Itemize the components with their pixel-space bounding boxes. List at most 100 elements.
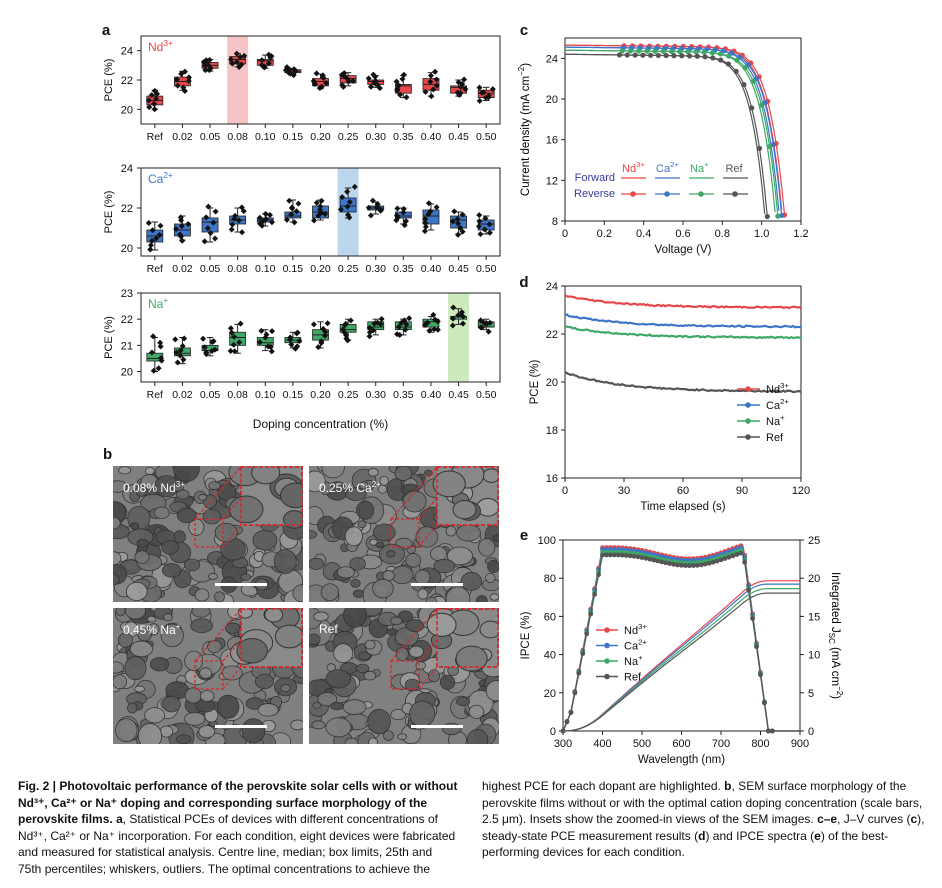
data-point <box>370 71 377 78</box>
ipce-na <box>562 549 800 732</box>
jv-marker <box>764 213 770 220</box>
data-point <box>427 72 434 79</box>
ipce-marker <box>679 562 684 568</box>
data-point <box>177 214 184 221</box>
ipce-marker <box>588 606 594 612</box>
ipce-marker <box>671 561 676 567</box>
ipce-marker <box>604 547 609 552</box>
ipce-marker <box>663 560 669 566</box>
data-point <box>321 332 328 339</box>
ipce-marker <box>611 549 617 555</box>
caption-r1: highest PCE for each dopant are highligh… <box>482 779 725 793</box>
jv-marker <box>620 45 626 51</box>
grain <box>118 466 132 475</box>
x-tick-label: 0.10 <box>255 389 276 401</box>
grain <box>333 643 354 664</box>
jv-marker <box>739 52 745 58</box>
grain <box>358 651 371 661</box>
ipce-marker <box>722 556 728 561</box>
data-point <box>265 60 272 67</box>
ipce-marker <box>572 690 578 696</box>
optimal-highlight <box>227 36 249 124</box>
data-point <box>227 325 234 332</box>
sem-image-3: 0.45% Na+ <box>113 608 303 744</box>
grain <box>184 687 203 704</box>
x-tick-label: 0.35 <box>393 389 414 401</box>
jv-marker <box>733 68 739 74</box>
caption-r5: ) and IPCE spectra ( <box>705 828 815 843</box>
ipce-marker <box>766 728 771 734</box>
data-point <box>455 79 462 86</box>
grain <box>409 700 436 727</box>
ipce-marker <box>718 557 724 563</box>
sem-texture <box>113 608 303 744</box>
inset-grain <box>426 612 457 637</box>
jv-marker <box>660 48 666 54</box>
jv-marker <box>745 62 751 68</box>
data-point <box>402 326 409 333</box>
scale-bar <box>411 583 463 586</box>
data-point <box>235 217 242 224</box>
grain <box>184 650 204 671</box>
data-point <box>174 359 181 366</box>
ipce-marker <box>572 689 578 695</box>
x-tick-label: Ref <box>147 131 163 143</box>
grain <box>343 608 368 628</box>
jv-marker <box>652 48 658 54</box>
grain <box>113 573 120 586</box>
ipce-marker <box>683 563 688 569</box>
sem-label-text: 0.08% Nd <box>123 481 176 495</box>
data-point <box>323 80 330 87</box>
data-point <box>230 341 237 348</box>
data-point <box>206 57 213 64</box>
grain <box>485 680 499 702</box>
ipce-marker <box>762 699 767 705</box>
data-point <box>173 349 180 356</box>
x-tick-label: 0.08 <box>227 263 248 275</box>
grain <box>330 701 344 711</box>
e-legend-label-ion: Ca <box>624 641 639 653</box>
ipce-marker <box>734 544 740 550</box>
inset-grain <box>482 468 499 483</box>
jv-marker <box>725 61 731 67</box>
data-point <box>428 93 435 100</box>
e-y-tick-label: 0 <box>550 726 556 738</box>
e-legend-label: Ca2+ <box>624 638 647 653</box>
ipce-marker <box>750 616 755 621</box>
legend-ion-label-charge: + <box>704 160 709 169</box>
sem-texture <box>113 466 303 602</box>
zoom-region <box>194 660 224 690</box>
legend-ion-label-ion: Na <box>690 163 705 175</box>
jv-marker <box>762 100 768 106</box>
grain <box>245 697 264 710</box>
jv-marker <box>756 74 762 80</box>
data-point <box>485 328 492 335</box>
grain <box>113 661 125 674</box>
jv-marker <box>671 53 677 59</box>
data-point <box>181 68 188 75</box>
ipce-marker <box>580 649 586 655</box>
data-point <box>482 215 489 222</box>
e-y2-tick-label: 25 <box>808 535 820 547</box>
ipce-marker <box>769 728 775 734</box>
y-tick-label: 24 <box>121 163 133 175</box>
data-point <box>179 343 186 350</box>
ipce-marker <box>742 557 748 563</box>
ipce-marker <box>655 551 661 557</box>
grain <box>375 541 385 548</box>
data-point <box>459 228 466 235</box>
c-y-tick-label: 20 <box>546 94 558 106</box>
data-point <box>346 199 353 206</box>
data-point <box>177 347 184 354</box>
grain <box>427 669 441 683</box>
data-point <box>179 237 186 244</box>
steady-state-na <box>564 325 802 340</box>
ipce-marker <box>647 551 653 557</box>
data-point <box>158 355 165 362</box>
jv-marker <box>677 48 683 55</box>
scale-bar <box>411 725 463 728</box>
data-point <box>145 220 152 227</box>
jv-marker <box>701 49 707 55</box>
data-point <box>211 346 218 353</box>
ipce-marker <box>730 547 736 553</box>
